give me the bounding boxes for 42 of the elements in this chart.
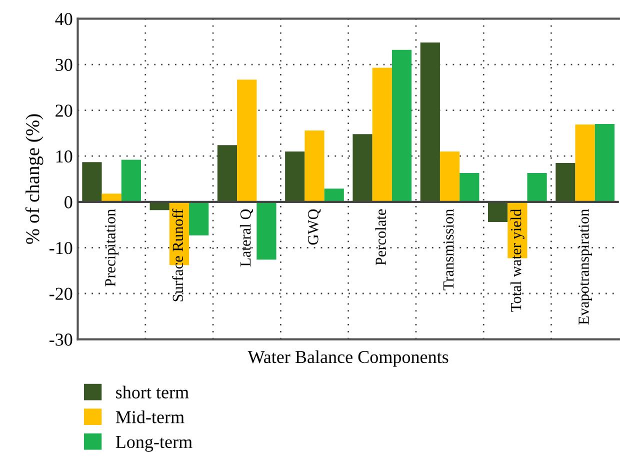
x-axis-title: Water Balance Components [248, 350, 448, 367]
bar [556, 162, 576, 202]
legend-label: Long-term [116, 436, 192, 452]
y-axis-title: % of change (%) [25, 114, 44, 244]
bar [527, 173, 547, 202]
x-tick-label: Percolate [375, 209, 386, 266]
y-tick-label: -10 [49, 242, 72, 254]
bar [121, 160, 141, 202]
bar [575, 124, 595, 202]
x-tick-label: Evapotranspiration [578, 209, 592, 325]
x-tick-label: Precipitation [105, 209, 118, 286]
y-tick-label: 10 [56, 150, 72, 163]
bar [372, 68, 392, 202]
bar [237, 80, 257, 202]
x-tick-label: Surface Runoff [172, 208, 184, 302]
x-tick-label: Total water yield [510, 208, 524, 312]
y-tick-label: 20 [56, 104, 72, 117]
bar [82, 162, 102, 202]
bar [594, 124, 614, 202]
y-tick-label: -30 [49, 334, 72, 346]
bar [256, 202, 276, 260]
y-tick-label: 40 [55, 12, 72, 26]
bar [352, 134, 372, 202]
legend-label: short term [116, 386, 189, 398]
bar [460, 173, 480, 202]
y-tick-label: 30 [56, 58, 72, 71]
bar [488, 202, 508, 222]
bar [285, 152, 305, 202]
bar [217, 145, 238, 202]
bar [324, 188, 344, 202]
x-tick-label: Transmission [443, 209, 454, 290]
x-tick-label: GWQ [308, 209, 321, 245]
y-tick-label: -20 [49, 288, 72, 300]
bar [392, 50, 412, 202]
bar [102, 194, 122, 202]
y-tick-label: 0 [64, 196, 72, 208]
bar [189, 202, 209, 236]
legend-label: Mid-term [116, 410, 184, 424]
x-tick-label: Lateral Q [240, 209, 254, 266]
bar [440, 152, 460, 202]
bar [304, 130, 324, 202]
bar [420, 42, 440, 202]
